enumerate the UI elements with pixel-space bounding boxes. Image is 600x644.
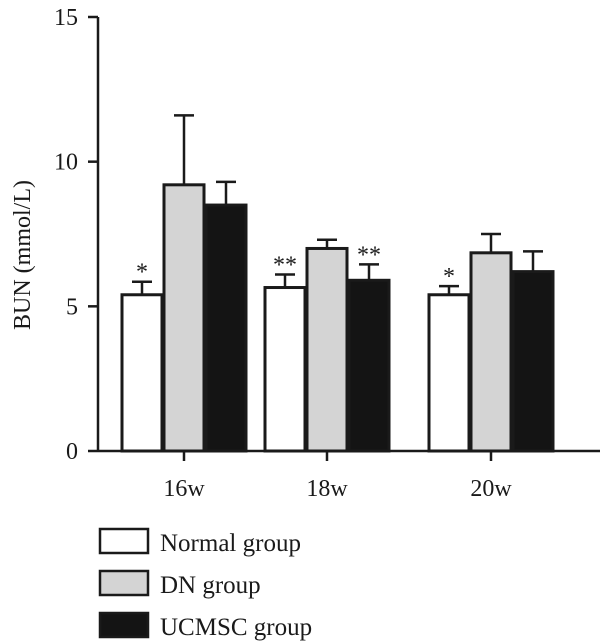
y-tick-label: 5 — [66, 294, 78, 320]
bars-group: * ** *** — [120, 114, 555, 453]
bar — [305, 246, 349, 453]
legend-swatch — [98, 527, 150, 555]
legend-label: Normal group — [160, 530, 301, 557]
significance-marker: ** — [273, 253, 297, 279]
y-axis-label: BUN (mmol/L) — [10, 180, 36, 330]
bar — [204, 203, 248, 453]
significance-marker: * — [136, 260, 148, 286]
bar — [120, 293, 164, 453]
bar — [347, 278, 391, 453]
legend: Normal group DN group UCMSC group — [98, 527, 312, 641]
legend-swatch — [98, 569, 150, 597]
x-tick-label: 20w — [470, 476, 512, 502]
y-tick-label: 10 — [54, 150, 78, 176]
bar — [162, 183, 206, 453]
significance-marker: ** — [357, 242, 381, 268]
x-tick-label: 18w — [306, 476, 348, 502]
legend-swatch — [98, 611, 150, 639]
x-tick-label: 16w — [163, 476, 205, 502]
legend-label: DN group — [160, 572, 261, 599]
significance-marker: * — [443, 264, 455, 290]
bar — [427, 293, 471, 453]
bar — [469, 251, 513, 453]
bar — [263, 286, 307, 453]
legend-label: UCMSC group — [160, 614, 312, 641]
y-tick-label: 0 — [66, 439, 78, 465]
y-tick-label: 15 — [54, 5, 78, 31]
bar — [511, 270, 555, 453]
